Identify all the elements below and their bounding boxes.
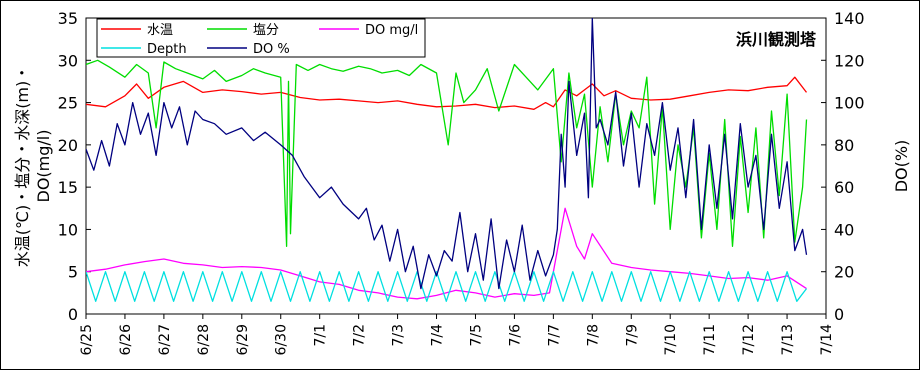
x-tick-label: 6/26: [118, 324, 134, 356]
right-tick-label: 80: [834, 136, 854, 155]
left-tick-label: 15: [58, 178, 78, 197]
x-tick-label: 6/25: [79, 324, 95, 355]
x-tick-label: 7/10: [663, 324, 679, 355]
legend-label: DO mg/l: [365, 23, 418, 38]
y-axis-label-right: DO(%): [892, 140, 911, 193]
x-axis: 6/25 6/26 6/27 6/28 6/29 6/30 7/1 7/2 7/3 7/4 7/5 7…: [79, 314, 835, 355]
series-group: [86, 18, 808, 302]
plot-area: [85, 17, 827, 315]
series-line-水温: [86, 76, 808, 110]
y-axis-label-left-line1: 水温(℃)・塩分・水深(m)・: [13, 65, 32, 268]
right-tick-label: 40: [834, 220, 854, 239]
left-tick-label: 30: [58, 51, 78, 70]
right-tick-label: 60: [834, 178, 854, 197]
legend-label: Depth: [147, 42, 187, 57]
legend-label: 塩分: [253, 23, 279, 38]
x-tick-label: 7/1: [313, 324, 329, 347]
legend-box: [96, 18, 426, 58]
x-tick-label: 6/28: [196, 324, 212, 355]
x-tick-label: 7/13: [780, 324, 796, 355]
series-line-DO-: [86, 18, 808, 290]
x-tick-label: 7/6: [507, 324, 523, 347]
right-tick-label: 0: [834, 305, 844, 324]
right-tick-label: 100: [834, 94, 865, 113]
x-tick-label: 7/8: [585, 324, 601, 347]
x-tick-label: 7/11: [702, 324, 718, 355]
chart-title: 浜川観測塔: [736, 30, 817, 49]
x-tick-label: 7/4: [430, 324, 446, 347]
x-tick-label: 6/27: [157, 324, 173, 355]
x-tick-label: 7/5: [468, 324, 484, 347]
series-line-DO-mg-l: [86, 207, 807, 300]
left-tick-label: 0: [68, 305, 78, 324]
legend-label: DO %: [253, 42, 290, 57]
legend-label: 水温: [147, 23, 173, 38]
x-tick-label: 6/30: [274, 324, 290, 355]
legend: 水温 塩分 DO mg/l Depth DO %: [96, 18, 426, 58]
left-tick-label: 5: [68, 263, 78, 282]
right-tick-label: 140: [834, 9, 865, 28]
series-line-塩分: [86, 59, 808, 247]
left-tick-label: 35: [58, 9, 78, 28]
left-tick-label: 10: [58, 220, 78, 239]
right-tick-label: 120: [834, 51, 865, 70]
x-tick-label: 7/2: [352, 324, 368, 347]
right-tick-label: 20: [834, 263, 854, 282]
x-tick-label: 7/9: [624, 324, 640, 347]
left-tick-label: 20: [58, 136, 78, 155]
y-axis-label-left-line2: DO(mg/l): [34, 130, 53, 203]
left-y-axis: 0 5 10 15 20 25 30 35: [58, 9, 91, 324]
left-tick-label: 25: [58, 94, 78, 113]
x-tick-label: 7/12: [741, 324, 757, 355]
series-line-Depth: [86, 271, 808, 302]
x-tick-label: 6/29: [235, 324, 251, 355]
x-tick-label: 7/14: [819, 324, 835, 356]
x-tick-label: 7/7: [546, 324, 562, 347]
right-y-axis: 0 20 40 60 80 100 120 140: [821, 9, 865, 324]
x-tick-label: 7/3: [391, 324, 407, 347]
